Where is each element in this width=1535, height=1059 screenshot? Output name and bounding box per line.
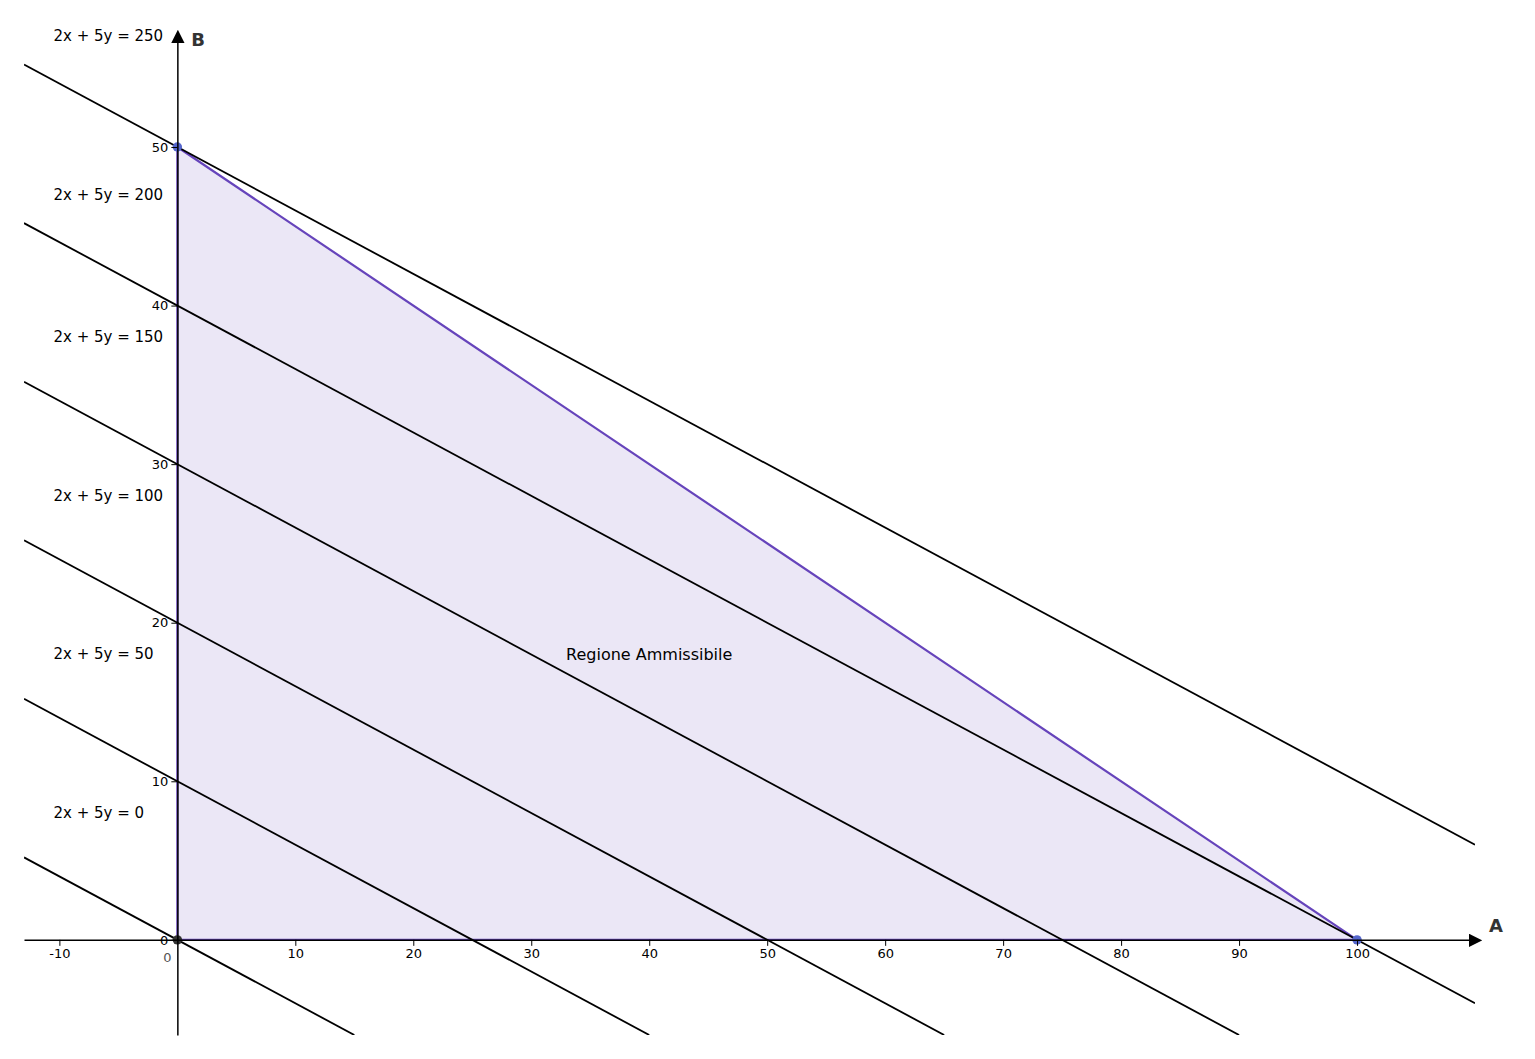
annotation: 2x + 5y = 0	[53, 804, 144, 822]
x-axis-line	[25, 940, 1476, 942]
y-tick-mark	[171, 306, 177, 307]
x-axis-label: A	[1489, 915, 1503, 936]
x-tick-mark	[295, 940, 296, 946]
x-tick-mark	[1239, 940, 1240, 946]
y-axis-line	[177, 37, 179, 1036]
x-tick: 70	[995, 940, 1012, 961]
x-tick: 50	[759, 940, 776, 961]
y-tick-label: 0	[160, 933, 168, 948]
x-tick: 100	[1345, 940, 1370, 961]
y-tick: 50	[152, 140, 178, 155]
x-tick-label: 30	[523, 946, 540, 961]
x-tick: 30	[523, 940, 540, 961]
y-tick: 40	[152, 298, 178, 313]
y-tick-label: 20	[152, 615, 169, 630]
x-tick: 40	[641, 940, 658, 961]
x-tick: 80	[1113, 940, 1130, 961]
level-line	[24, 540, 944, 1035]
x-tick-mark	[531, 940, 532, 946]
x-tick-mark	[649, 940, 650, 946]
y-tick: 20	[152, 615, 178, 630]
x-tick-label: -10	[49, 946, 70, 961]
texts: 2x + 5y = 0 2x + 5y = 50 2x + 5y = 100 2x +…	[53, 27, 1503, 965]
x-tick-mark	[59, 940, 60, 946]
level-line	[24, 223, 1475, 1003]
x-tick-mark	[1121, 940, 1122, 946]
y-tick: 0	[160, 933, 177, 948]
x-tick: 90	[1231, 940, 1248, 961]
y-tick-mark	[171, 940, 177, 941]
y-tick-mark	[171, 623, 177, 624]
x-tick-label: 60	[877, 946, 894, 961]
x-tick-label: 10	[288, 946, 305, 961]
annotation: 2x + 5y = 50	[53, 645, 153, 663]
y-tick-mark	[171, 464, 177, 465]
x-tick-label: 40	[641, 946, 658, 961]
chart: -10102030405060708090100010203040502x + …	[0, 0, 1535, 1059]
annotation: 0	[163, 950, 171, 965]
x-tick-label: 70	[995, 946, 1012, 961]
annotation: Regione Ammissibile	[566, 645, 732, 664]
y-tick-mark	[171, 147, 177, 148]
x-tick-mark	[413, 940, 414, 946]
x-tick: 60	[877, 940, 894, 961]
annotation: 2x + 5y = 250	[53, 27, 163, 45]
annotation: 2x + 5y = 150	[53, 328, 163, 346]
y-axis-label: B	[191, 29, 205, 50]
y-tick-mark	[171, 781, 177, 782]
x-tick-label: 80	[1113, 946, 1130, 961]
x-axis: -10 10 20 30 40 50 60 70 80 90 100	[25, 940, 1476, 961]
x-tick: 20	[406, 940, 423, 961]
y-tick: 10	[152, 774, 178, 789]
x-tick-label: 90	[1231, 946, 1248, 961]
y-tick-label: 10	[152, 774, 169, 789]
x-tick: 10	[288, 940, 305, 961]
x-tick-mark	[767, 940, 768, 946]
level-line	[24, 699, 649, 1035]
level-line	[24, 65, 1475, 845]
level-line	[24, 382, 1239, 1035]
annotation: 2x + 5y = 200	[53, 186, 163, 204]
level-line	[24, 857, 354, 1035]
feasible-region	[177, 147, 1357, 940]
x-tick-label: 100	[1345, 946, 1370, 961]
x-tick-mark	[1357, 940, 1358, 946]
x-tick-label: 20	[406, 946, 423, 961]
annotation: 2x + 5y = 100	[53, 487, 163, 505]
x-tick-mark	[885, 940, 886, 946]
points	[173, 142, 1362, 944]
plot-area	[24, 65, 1475, 1035]
x-tick: -10	[49, 940, 70, 961]
y-tick-label: 30	[152, 457, 169, 472]
y-tick-label: 50	[152, 140, 169, 155]
y-tick-label: 40	[152, 298, 169, 313]
x-tick-mark	[1003, 940, 1004, 946]
y-tick: 30	[152, 457, 178, 472]
x-tick-label: 50	[759, 946, 776, 961]
